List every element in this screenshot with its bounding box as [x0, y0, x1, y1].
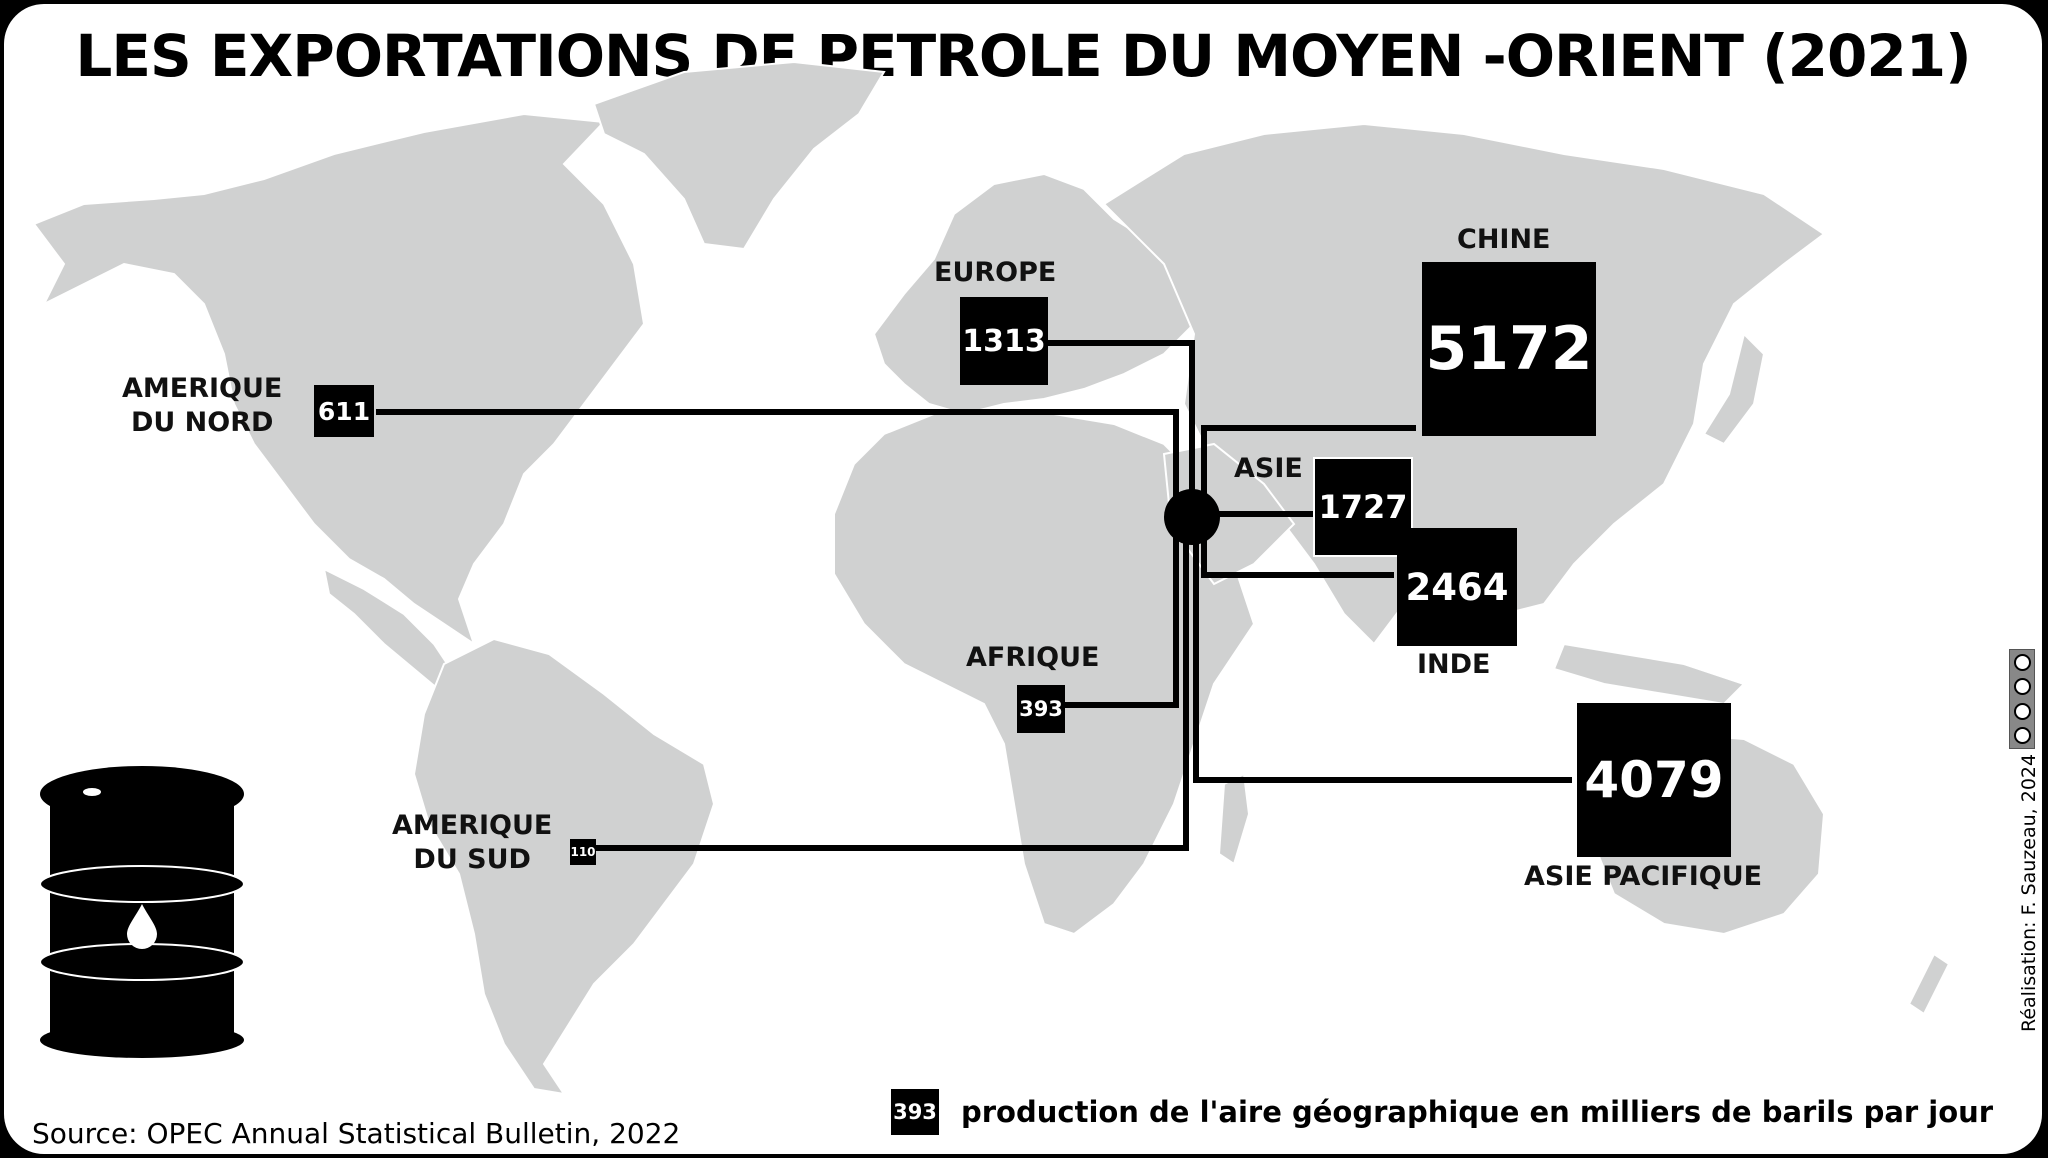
region-label-asie: ASIE	[1234, 453, 1303, 484]
flow-line-amerique-du-sud	[594, 519, 1189, 851]
region-label-inde: INDE	[1417, 649, 1491, 680]
region-label-amerique-du-sud: AMERIQUE DU SUD	[392, 810, 553, 875]
by-icon	[2013, 678, 2031, 696]
region-label-europe: EUROPE	[934, 257, 1057, 288]
legend-sample-box: 393	[891, 1089, 939, 1135]
flow-line-chine	[1201, 425, 1416, 509]
page-title: LES EXPORTATIONS DE PETROLE DU MOYEN -OR…	[75, 22, 1971, 90]
north-america-shape	[32, 112, 646, 647]
madagascar-shape	[1217, 772, 1251, 866]
value-box-amerique-du-sud: 110	[570, 839, 596, 865]
world-map	[32, 60, 1951, 1096]
region-label-amerique-du-nord: AMERIQUE DU NORD	[122, 373, 283, 438]
greenland-shape	[592, 60, 886, 251]
legend-text: production de l'aire géographique en mil…	[961, 1095, 1994, 1129]
legend: 393 production de l'aire géographique en…	[891, 1089, 1993, 1135]
value-box-europe: 1313	[960, 297, 1048, 385]
nc-icon	[2013, 702, 2031, 720]
credit-note: Réalisation: F. Sauzeau, 2024	[2018, 753, 2040, 1032]
infographic-frame: LES EXPORTATIONS DE PETROLE DU MOYEN -OR…	[4, 4, 2042, 1154]
cc-icon	[2013, 653, 2031, 671]
region-label-afrique: AFRIQUE	[966, 642, 1100, 673]
region-label-chine: CHINE	[1457, 224, 1551, 255]
oil-barrel-icon	[39, 766, 245, 1058]
source-note: Source: OPEC Annual Statistical Bulletin…	[32, 1117, 681, 1150]
indonesia-shape	[1552, 642, 1746, 706]
africa-shape	[833, 407, 1256, 936]
value-box-chine: 5172	[1422, 262, 1596, 436]
middle-east-hub	[1164, 489, 1220, 545]
region-label-asie-pacifique: ASIE PACIFIQUE	[1524, 861, 1763, 892]
value-box-asie-pacifique: 4079	[1577, 703, 1731, 857]
value-box-afrique: 393	[1017, 685, 1065, 733]
value-box-asie: 1727	[1313, 457, 1413, 557]
south-america-shape	[412, 637, 716, 1096]
continents	[32, 60, 1951, 1096]
japan-shape	[1702, 332, 1766, 446]
flow-line-asie-pacifique	[1193, 519, 1572, 783]
flow-line-europe	[1044, 340, 1195, 509]
flow-line-north-america	[376, 409, 1179, 509]
sa-icon	[2013, 727, 2031, 745]
new-zealand-shape	[1907, 952, 1951, 1016]
value-box-amerique-du-nord: 611	[314, 385, 374, 437]
flow-line-afrique	[1042, 519, 1179, 708]
cc-license-badge	[2009, 649, 2035, 749]
value-box-inde: 2464	[1397, 528, 1517, 646]
